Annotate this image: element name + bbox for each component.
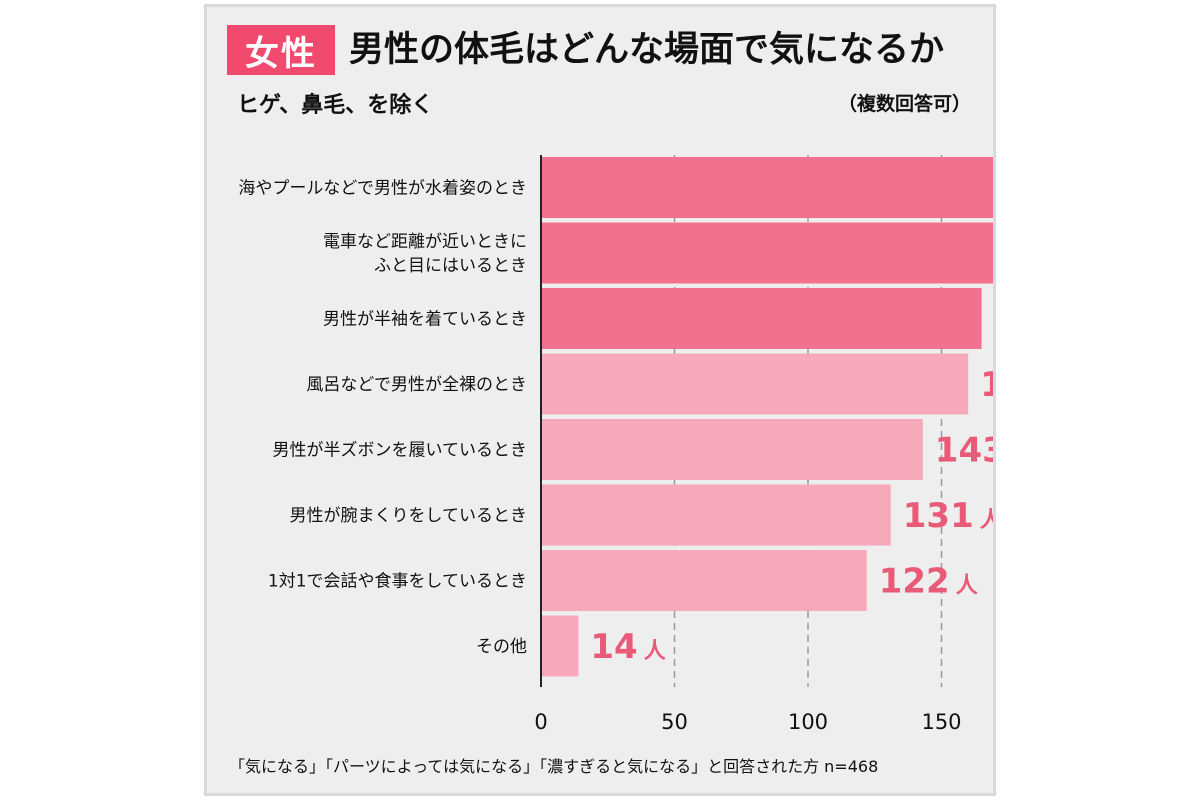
bar-chart: 海やプールなどで男性が水着姿のとき260人電車など距離が近いときにふと目にはいる… [238, 155, 993, 734]
value-label: 160人 [980, 365, 993, 405]
category-label: 風呂などで男性が全裸のとき [306, 375, 527, 395]
bar [541, 157, 993, 218]
bar [541, 615, 579, 677]
category-label: その他 [476, 637, 527, 657]
category-label: 海やプールなどで男性が水着姿のとき [238, 179, 527, 199]
bar [541, 222, 993, 284]
value-label: 14 人 [590, 627, 665, 667]
chart-panel: 女性 男性の体毛はどんな場面で気になるか ヒゲ、鼻毛、を除く （複数回答可） 海… [204, 4, 996, 796]
value-label: 122 人 [879, 562, 978, 602]
category-label: 男性が腕まくりをしているとき [290, 506, 528, 526]
gender-badge: 女性 [227, 25, 335, 75]
bar [541, 484, 891, 546]
bar [541, 288, 982, 349]
x-tick-label: 150 [921, 710, 961, 734]
chart-title: 男性の体毛はどんな場面で気になるか [349, 30, 945, 70]
category-label: ふと目にはいるとき [374, 256, 527, 276]
category-label: 電車など距離が近いときに [323, 232, 527, 252]
chart-subtitle: ヒゲ、鼻毛、を除く [237, 93, 434, 118]
value-label: 131 人 [903, 496, 993, 536]
value-label: 143人 [935, 431, 993, 471]
x-tick-label: 50 [661, 710, 688, 734]
bar [541, 419, 923, 480]
x-tick-label: 0 [534, 710, 547, 734]
multiple-answer-note: （複数回答可） [837, 93, 971, 115]
bar [541, 353, 969, 415]
category-label: 男性が半袖を着ているとき [323, 310, 527, 330]
category-label: 男性が半ズボンを履いているとき [273, 441, 528, 461]
category-label: 1対1で会話や食事をしているとき [268, 572, 527, 592]
bar [541, 550, 867, 611]
x-tick-label: 100 [788, 710, 828, 734]
footnote: 「気になる」「パーツによっては気になる」「濃すぎると気になる」と回答された方 n… [229, 757, 879, 776]
